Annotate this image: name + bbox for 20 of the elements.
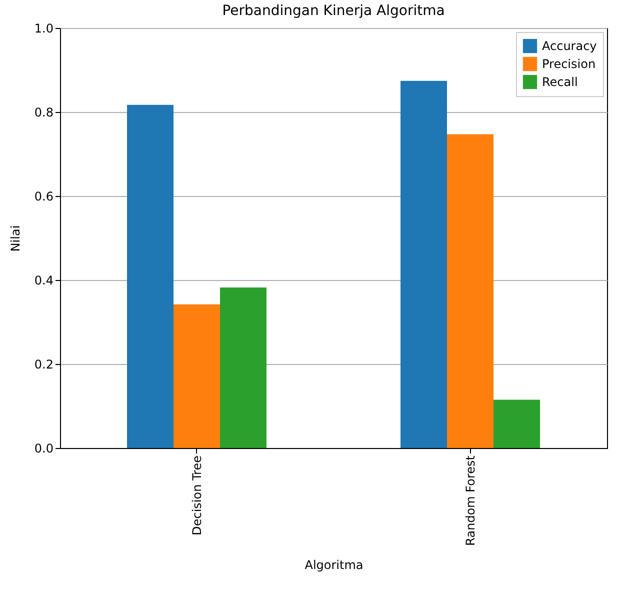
legend-label: Accuracy — [542, 39, 597, 53]
y-axis-title: Nilai — [8, 225, 22, 252]
bar — [447, 134, 494, 448]
y-tick-label: 0.8 — [34, 106, 54, 120]
x-tick-label: Decision Tree — [190, 456, 204, 536]
y-tick-label: 0.2 — [34, 358, 54, 372]
bar — [174, 304, 220, 448]
legend-label: Precision — [542, 57, 596, 71]
x-tick-label: Random Forest — [463, 455, 478, 546]
bar — [400, 80, 448, 448]
bar — [127, 104, 174, 448]
y-tick-label: 1.0 — [34, 22, 54, 36]
bar — [494, 400, 540, 448]
x-axis-title: Algoritma — [304, 558, 364, 572]
chart-title: Perbandingan Kinerja Algoritma — [222, 3, 445, 19]
bar — [220, 288, 266, 448]
y-tick-label: 0.0 — [34, 442, 54, 456]
y-tick-label: 0.6 — [34, 190, 54, 204]
y-tick-label: 0.4 — [34, 274, 54, 288]
legend-label: Recall — [542, 75, 578, 89]
